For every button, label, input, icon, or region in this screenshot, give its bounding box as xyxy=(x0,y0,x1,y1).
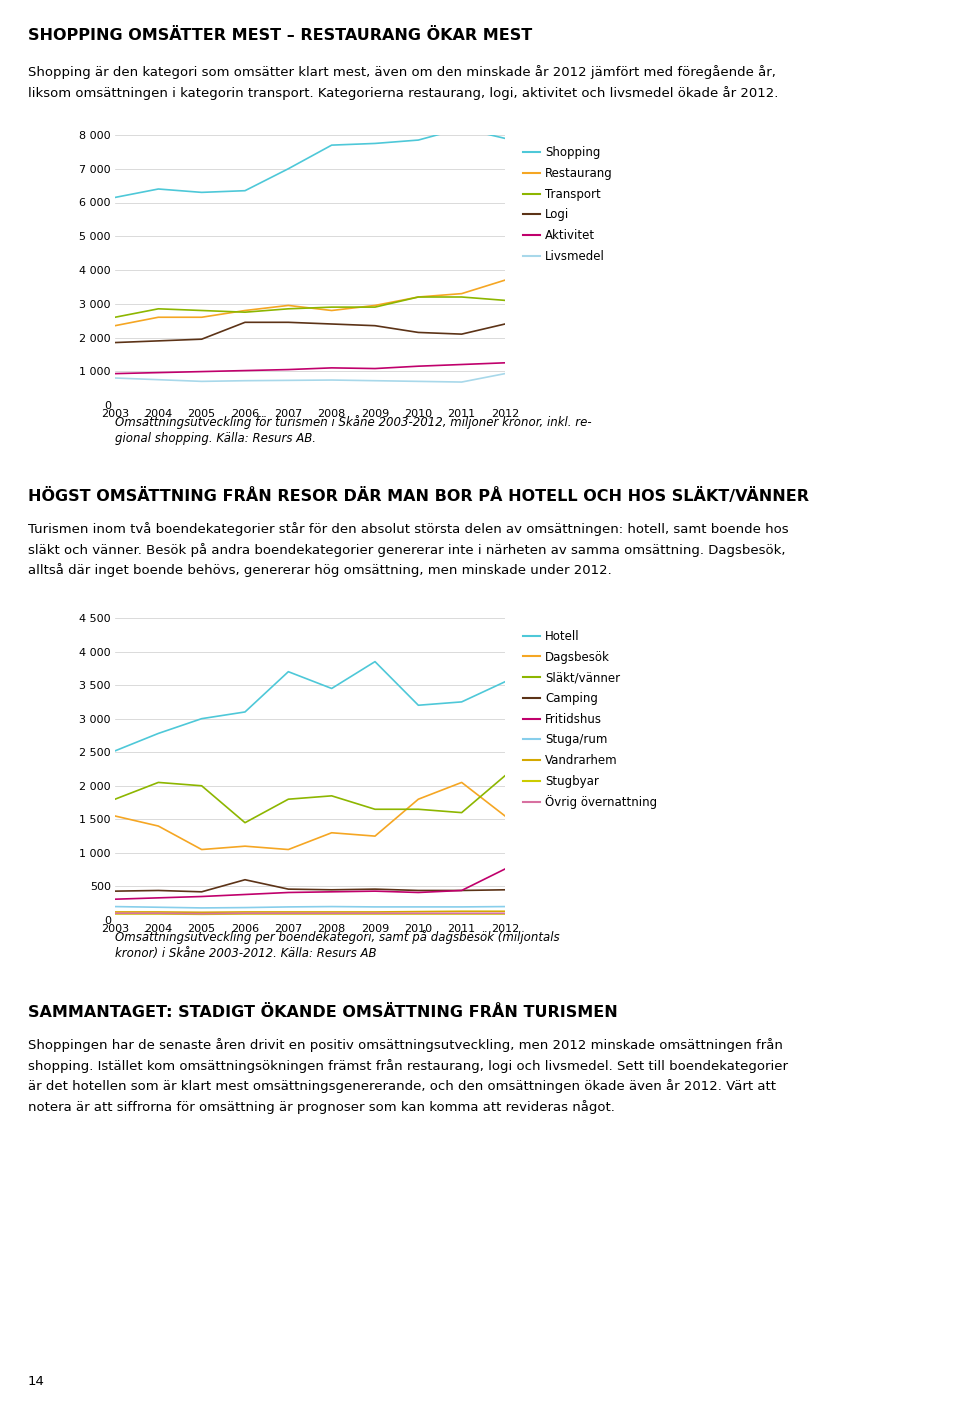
Text: Shoppingen har de senaste åren drivit en positiv omsättningsutveckling, men 2012: Shoppingen har de senaste åren drivit en… xyxy=(28,1038,788,1113)
Legend: Shopping, Restaurang, Transport, Logi, Aktivitet, Livsmedel: Shopping, Restaurang, Transport, Logi, A… xyxy=(522,147,612,262)
Text: kronor) i Skåne 2003-2012. Källa: Resurs AB: kronor) i Skåne 2003-2012. Källa: Resurs… xyxy=(115,947,376,960)
Text: gional shopping. Källa: Resurs AB.: gional shopping. Källa: Resurs AB. xyxy=(115,433,316,445)
Text: HÖGST OMSÄTTNING FRÅN RESOR DÄR MAN BOR PÅ HOTELL OCH HOS SLÄKT/VÄNNER: HÖGST OMSÄTTNING FRÅN RESOR DÄR MAN BOR … xyxy=(28,488,809,504)
Text: Omsättningsutveckling för turismen i Skåne 2003-2012, miljoner kronor, inkl. re-: Omsättningsutveckling för turismen i Skå… xyxy=(115,416,591,428)
Legend: Hotell, Dagsbesök, Släkt/vänner, Camping, Fritidshus, Stuga/rum, Vandrarhem, Stu: Hotell, Dagsbesök, Släkt/vänner, Camping… xyxy=(522,630,658,809)
Text: SAMMANTAGET: STADIGT ÖKANDE OMSÄTTNING FRÅN TURISMEN: SAMMANTAGET: STADIGT ÖKANDE OMSÄTTNING F… xyxy=(28,1005,617,1020)
Text: Shopping är den kategori som omsätter klart mest, även om den minskade år 2012 j: Shopping är den kategori som omsätter kl… xyxy=(28,65,779,100)
Text: 14: 14 xyxy=(28,1375,45,1388)
Text: Omsättningsutveckling per boendekategori, samt på dagsbesök (miljontals: Omsättningsutveckling per boendekategori… xyxy=(115,930,560,944)
Text: SHOPPING OMSÄTTER MEST – RESTAURANG ÖKAR MEST: SHOPPING OMSÄTTER MEST – RESTAURANG ÖKAR… xyxy=(28,28,532,44)
Text: Turismen inom två boendekategorier står för den absolut största delen av omsättn: Turismen inom två boendekategorier står … xyxy=(28,521,788,578)
